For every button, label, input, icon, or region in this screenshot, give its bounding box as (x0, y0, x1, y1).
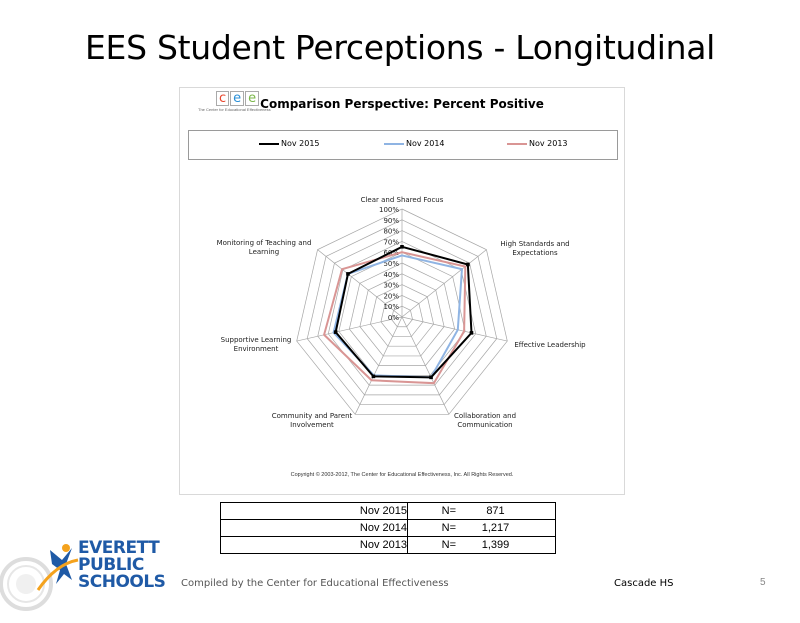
table-row: Nov 2015 N= 871 (220, 502, 556, 520)
table-cell-year: Nov 2013 (220, 536, 408, 554)
year-label: Nov 2015 (359, 505, 407, 517)
series-line (334, 245, 473, 379)
axis-label: High Standards and (500, 240, 569, 248)
radar-chart: 0%10%20%30%40%50%60%70%80%90%100%Clear a… (217, 196, 587, 429)
tick-label: 30% (383, 282, 399, 290)
axis-label: Expectations (512, 249, 558, 257)
chart-title: Comparison Perspective: Percent Positive (260, 97, 544, 111)
legend-entry-2014: Nov 2014 (384, 139, 445, 148)
year-label: Nov 2014 (359, 522, 407, 534)
axis-label: Monitoring of Teaching and (217, 239, 312, 247)
n-value: 1,217 (481, 522, 510, 534)
table-cell-value: 1,399 (456, 536, 556, 554)
axis-label: Involvement (290, 421, 334, 429)
legend-swatch (259, 142, 279, 145)
series-line (322, 251, 467, 385)
data-point (469, 331, 474, 335)
table-cell-year: Nov 2015 (220, 502, 408, 520)
axis-label: Effective Leadership (514, 341, 586, 349)
tick-label: 100% (379, 206, 399, 214)
grid-ring (359, 273, 445, 357)
district-name-line: SCHOOLS (78, 572, 166, 592)
legend-swatch (507, 142, 527, 145)
district-name-line: PUBLIC (78, 555, 144, 575)
data-point (466, 262, 470, 267)
table-cell-n: N= (407, 519, 456, 537)
axis-spoke (317, 249, 403, 318)
data-point (429, 375, 433, 380)
tick-label: 50% (383, 260, 399, 268)
table-cell-value: 1,217 (456, 519, 556, 537)
n-label: N= (441, 505, 456, 517)
legend-entry-2013: Nov 2013 (507, 139, 568, 148)
grid-ring (380, 295, 424, 337)
grid-ring (370, 284, 434, 347)
axis-label: Communication (457, 421, 512, 429)
tick-label: 90% (383, 217, 399, 225)
n-value: 1,399 (481, 539, 510, 551)
district-seal-icon (0, 544, 79, 611)
n-label: N= (441, 539, 456, 551)
axis-spoke (296, 316, 403, 342)
grid-ring (296, 208, 508, 415)
cee-letter: e (230, 91, 245, 106)
tick-label: 0% (388, 314, 399, 322)
tick-label: 20% (383, 292, 399, 300)
chart-copyright: Copyright © 2003-2012, The Center for Ed… (290, 472, 514, 478)
table-cell-n: N= (407, 536, 456, 554)
grid-ring (348, 262, 456, 367)
district-name-line: EVERETT (78, 538, 160, 558)
legend-label: Nov 2015 (281, 139, 320, 148)
table-cell-value: 871 (456, 502, 556, 520)
n-value: 871 (486, 505, 505, 517)
axis-label: Learning (249, 248, 279, 256)
grid-ring (327, 241, 477, 386)
table-cell-n: N= (407, 502, 456, 520)
n-label: N= (441, 522, 456, 534)
chart-legend: Nov 2015 Nov 2014 Nov 2013 (188, 130, 618, 160)
data-point (346, 272, 350, 276)
footer-credit: Compiled by the Center for Educational E… (181, 578, 449, 589)
legend-label: Nov 2014 (406, 139, 445, 148)
cee-letter: c (216, 91, 230, 106)
page-number: 5 (760, 577, 766, 588)
legend-swatch (384, 142, 404, 145)
axis-label: Supportive Learning (221, 336, 292, 344)
table-row: Nov 2013 N= 1,399 (220, 536, 556, 554)
axis-spoke (401, 316, 508, 342)
legend-entry-2015: Nov 2015 (259, 139, 320, 148)
axis-label: Clear and Shared Focus (361, 196, 444, 204)
tick-label: 40% (383, 271, 399, 279)
data-point (371, 374, 376, 379)
legend-label: Nov 2013 (529, 139, 568, 148)
slide-title: EES Student Perceptions - Longitudinal (85, 28, 715, 67)
tick-label: 70% (383, 238, 399, 246)
axis-spoke (401, 249, 487, 318)
everett-public-schools-logo: EVERETT PUBLIC SCHOOLS (0, 530, 170, 618)
school-name: Cascade HS (614, 578, 674, 589)
axis-label: Community and Parent (272, 412, 353, 420)
axis-spoke (354, 316, 403, 415)
grid-ring (317, 230, 487, 396)
sample-size-table: Nov 2015 N= 871 Nov 2014 N= 1,217 Nov 20… (220, 502, 556, 554)
axis-label: Collaboration and (454, 412, 516, 420)
grid-ring (306, 219, 498, 405)
tick-label: 80% (383, 228, 399, 236)
data-point (400, 245, 404, 249)
grid-ring (391, 305, 413, 328)
table-row: Nov 2014 N= 1,217 (220, 519, 556, 537)
tick-label: 10% (383, 303, 399, 311)
axis-spoke (401, 316, 450, 415)
data-point (333, 330, 338, 334)
cee-logo-subtitle: The Center for Educational Effectiveness (198, 107, 271, 112)
table-cell-year: Nov 2014 (220, 519, 408, 537)
axis-label: Environment (234, 345, 279, 353)
year-label: Nov 2013 (359, 539, 407, 551)
cee-letter: e (245, 91, 260, 106)
